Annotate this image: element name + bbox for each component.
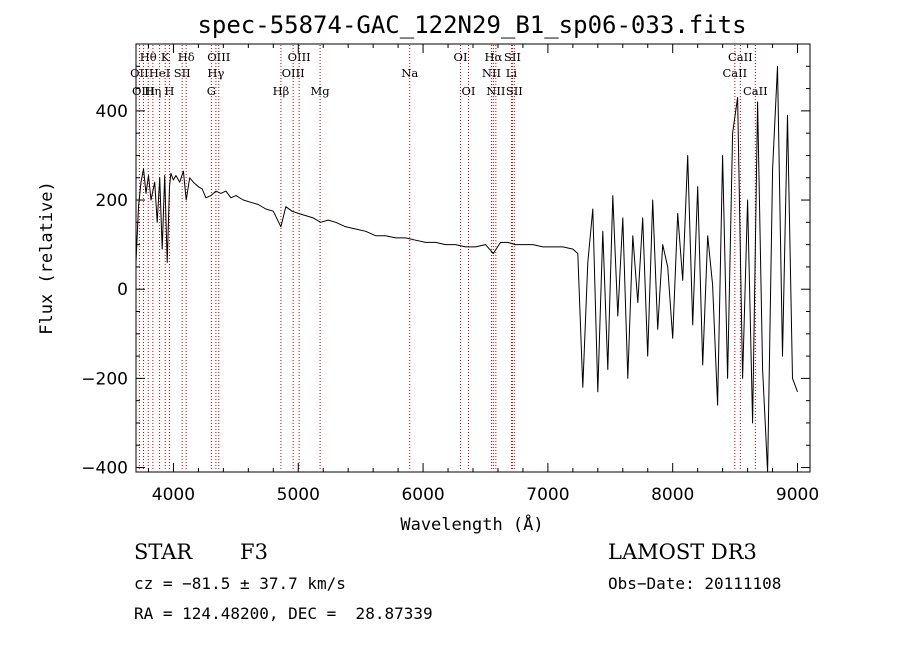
object-type: STAR (134, 540, 193, 564)
x-tick-label: 8000 (651, 485, 694, 505)
y-tick-label: 0 (117, 280, 128, 300)
coordinates: RA = 124.48200, DEC = 28.87339 (134, 604, 433, 623)
spectral-line-label: Hθ (140, 50, 157, 64)
y-tick-label: 200 (96, 191, 128, 211)
spectral-line-label: OIII (282, 66, 305, 80)
spectral-line-label: Hη (144, 84, 161, 98)
spectral-line-label: NII (482, 66, 501, 80)
spectral-line-label: SII (174, 66, 191, 80)
x-axis-ticks: 4000 5000 6000 7000 8000 9000 (147, 44, 819, 505)
spectral-line-label: OI (454, 50, 468, 64)
spectral-line-label: OI (462, 84, 476, 98)
spectral-line-label: CaII (722, 66, 747, 80)
y-axis-ticks: −400 −200 0 200 400 (81, 65, 810, 479)
spectral-line-label: Na (401, 66, 418, 80)
spectral-line-label: K (161, 50, 170, 64)
x-tick-label: 9000 (776, 485, 819, 505)
redshift-velocity: cz = −81.5 ± 37.7 km/s (134, 574, 346, 593)
spectral-line-label: OIII (207, 50, 230, 64)
spectral-line-label: OII (130, 66, 149, 80)
spectral-line-label: OIII (288, 50, 311, 64)
y-tick-label: 400 (96, 102, 128, 122)
spectral-line-label: CaII (728, 50, 753, 64)
y-axis-label: Flux (relative) (37, 181, 57, 335)
x-axis-label: Wavelength (Å) (400, 513, 543, 535)
spectral-line-label: NII (486, 84, 505, 98)
spectral-line-label: HeI (149, 66, 170, 80)
observation-date: Obs−Date: 20111108 (608, 574, 782, 593)
spectral-line-label: Li (506, 66, 518, 80)
spectrum-chart: spec-55874-GAC_122N29_B1_sp06-033.fits H… (37, 11, 819, 535)
spectral-line-label: CaII (743, 84, 768, 98)
x-tick-label: 7000 (526, 485, 569, 505)
survey-name: LAMOST DR3 (608, 540, 757, 564)
plot-frame (135, 43, 811, 473)
chart-title: spec-55874-GAC_122N29_B1_sp06-033.fits (197, 11, 746, 39)
x-tick-label: 6000 (401, 485, 444, 505)
spectral-line-label: Hα (484, 50, 502, 64)
spectral-line-label: Hγ (207, 66, 224, 80)
x-tick-label: 5000 (277, 485, 320, 505)
spectral-line-label: SII (506, 84, 523, 98)
spectral-line-markers (138, 45, 756, 471)
x-tick-label: 4000 (152, 485, 195, 505)
spectral-line-label: Mg (311, 84, 331, 98)
spectral-line-label: H (164, 84, 174, 98)
spectral-line-label: G (207, 84, 216, 98)
spectrum-line (135, 65, 798, 473)
spectral-line-label: Hβ (273, 84, 290, 98)
spectral-line-label: OIII (132, 84, 155, 98)
object-subclass: F3 (240, 540, 268, 564)
y-tick-label: −200 (81, 369, 128, 389)
spectral-line-label: SII (504, 50, 521, 64)
spectral-line-label: Hδ (178, 50, 195, 64)
spectrum-series (135, 65, 798, 473)
y-tick-label: −400 (81, 459, 128, 479)
